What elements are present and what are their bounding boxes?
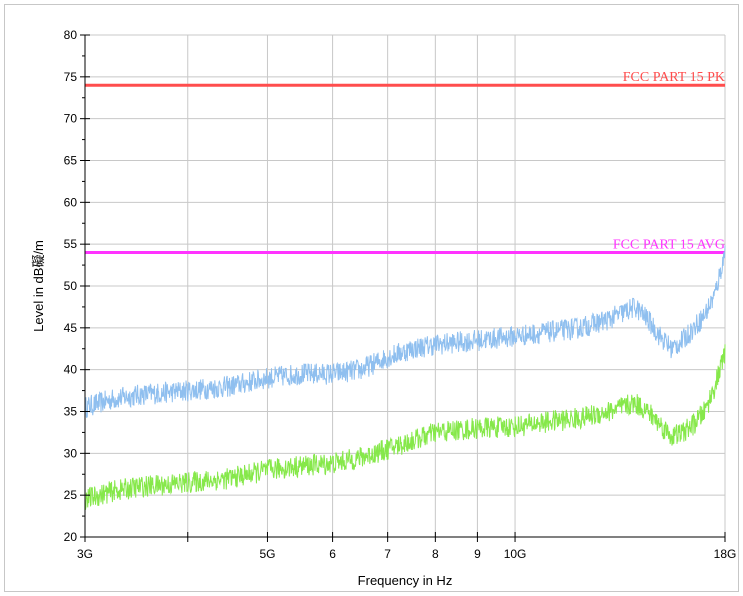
- series-layer: [84, 245, 726, 510]
- x-tick-label: 18G: [714, 547, 737, 561]
- limit-line-label: FCC PART 15 PK: [623, 70, 725, 85]
- y-tick-label: 30: [64, 446, 78, 460]
- x-tick-label: 8: [432, 547, 439, 561]
- y-tick-label: 45: [64, 321, 78, 335]
- y-tick-label: 75: [64, 70, 78, 84]
- axes: 20 25 30 35 40 45 50 55 60 65 70 75 80 3G 5G 6 7 8 9 10G 18G: [64, 28, 737, 561]
- grid: [84, 34, 726, 538]
- x-axis-title: Frequency in Hz: [358, 573, 453, 588]
- series-line: [84, 245, 726, 419]
- x-tick-label: 10G: [504, 547, 527, 561]
- y-tick-label: 40: [64, 363, 78, 377]
- y-tick-label: 60: [64, 195, 78, 209]
- series-line: [84, 344, 726, 510]
- chart-frame: FCC PART 15 PK FCC PART 15 AVG 20 25 30 35 40…: [4, 4, 739, 592]
- y-tick-label: 25: [64, 488, 78, 502]
- x-tick-label: 5G: [259, 547, 275, 561]
- y-tick-label: 50: [64, 279, 78, 293]
- limit-line-label: FCC PART 15 AVG: [613, 238, 725, 253]
- y-tick-label: 20: [64, 530, 78, 544]
- x-tick-label: 7: [384, 547, 391, 561]
- x-tick-label: 9: [474, 547, 481, 561]
- y-tick-label: 55: [64, 237, 78, 251]
- y-axis-title: Level in dB礙/m: [31, 240, 46, 332]
- level-vs-frequency-chart: FCC PART 15 PK FCC PART 15 AVG 20 25 30 35 40…: [31, 28, 737, 588]
- y-tick-label: 70: [64, 112, 78, 126]
- y-tick-label: 80: [64, 28, 78, 42]
- x-tick-label: 3G: [77, 547, 93, 561]
- y-tick-label: 65: [64, 154, 78, 168]
- limit-lines: FCC PART 15 PK FCC PART 15 AVG: [85, 70, 725, 255]
- y-tick-label: 35: [64, 405, 78, 419]
- x-tick-label: 6: [329, 547, 336, 561]
